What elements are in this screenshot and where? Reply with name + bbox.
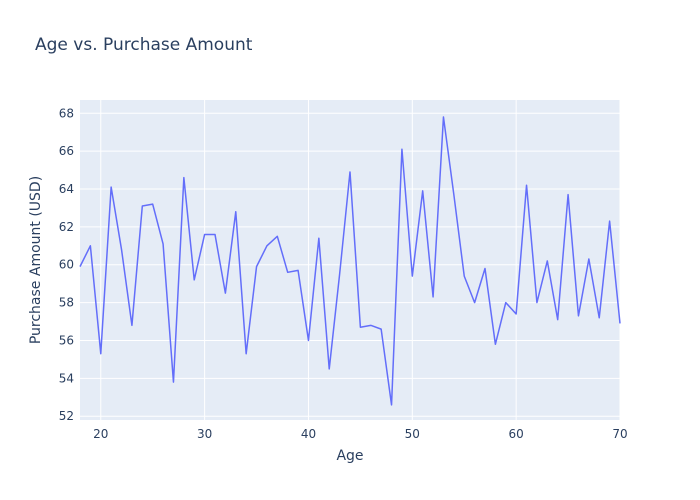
data-point [245, 353, 247, 355]
y-axis-title: Purchase Amount (USD) [28, 176, 44, 344]
data-point [100, 353, 102, 355]
data-point [172, 381, 174, 383]
data-point [567, 194, 569, 196]
x-tick-label: 20 [93, 427, 108, 441]
y-tick-label: 56 [59, 333, 74, 347]
series-layer [79, 116, 621, 406]
data-point [609, 220, 611, 222]
data-point [526, 184, 528, 186]
y-tick-label: 60 [59, 258, 74, 272]
data-point [442, 116, 444, 118]
y-tick-label: 52 [59, 409, 74, 423]
y-tick-label: 66 [59, 144, 74, 158]
y-tick-label: 62 [59, 220, 74, 234]
data-point [224, 292, 226, 294]
data-point [110, 186, 112, 188]
data-point [297, 269, 299, 271]
data-point [89, 245, 91, 247]
data-point [318, 237, 320, 239]
x-axis-ticks: 20 30 40 50 60 70 [93, 427, 628, 441]
y-tick-label: 58 [59, 296, 74, 310]
data-point [422, 190, 424, 192]
data-point [505, 302, 507, 304]
data-point [577, 315, 579, 317]
data-point [256, 266, 258, 268]
x-tick-label: 40 [301, 427, 316, 441]
plot-area [80, 100, 620, 420]
data-point [536, 302, 538, 304]
data-point [359, 326, 361, 328]
data-point [131, 324, 133, 326]
data-point [411, 275, 413, 277]
data-point [79, 266, 81, 268]
data-point [349, 171, 351, 173]
y-tick-label: 68 [59, 106, 74, 120]
data-point [380, 328, 382, 330]
data-point [494, 343, 496, 345]
data-point [453, 194, 455, 196]
data-point [162, 243, 164, 245]
chart-title: Age vs. Purchase Amount [35, 35, 253, 55]
y-axis-ticks: 52 54 56 58 60 62 64 66 68 [59, 106, 74, 423]
data-point [474, 302, 476, 304]
data-point [328, 368, 330, 370]
data-point [515, 313, 517, 315]
data-point [276, 235, 278, 237]
y-tick-label: 54 [59, 371, 74, 385]
data-point [235, 211, 237, 213]
data-point [204, 233, 206, 235]
data-point [391, 404, 393, 406]
data-point [546, 260, 548, 262]
data-point [266, 245, 268, 247]
data-point [152, 203, 154, 205]
data-point [121, 249, 123, 251]
data-point [214, 233, 216, 235]
grid-layer [80, 100, 621, 420]
data-point [619, 322, 621, 324]
x-tick-label: 70 [612, 427, 627, 441]
data-point [463, 275, 465, 277]
x-tick-label: 30 [197, 427, 212, 441]
x-axis-title: Age [336, 448, 363, 464]
data-point [141, 205, 143, 207]
x-tick-label: 50 [405, 427, 420, 441]
data-point [193, 279, 195, 281]
data-point [598, 317, 600, 319]
x-tick-label: 60 [509, 427, 524, 441]
data-point [432, 296, 434, 298]
data-point [588, 258, 590, 260]
data-point [183, 177, 185, 179]
data-point [287, 271, 289, 273]
y-tick-label: 64 [59, 182, 74, 196]
data-point [484, 268, 486, 270]
data-point [307, 339, 309, 341]
data-point [339, 273, 341, 275]
data-point [557, 319, 559, 321]
series-line [79, 116, 621, 406]
data-point [401, 148, 403, 150]
data-point [370, 324, 372, 326]
